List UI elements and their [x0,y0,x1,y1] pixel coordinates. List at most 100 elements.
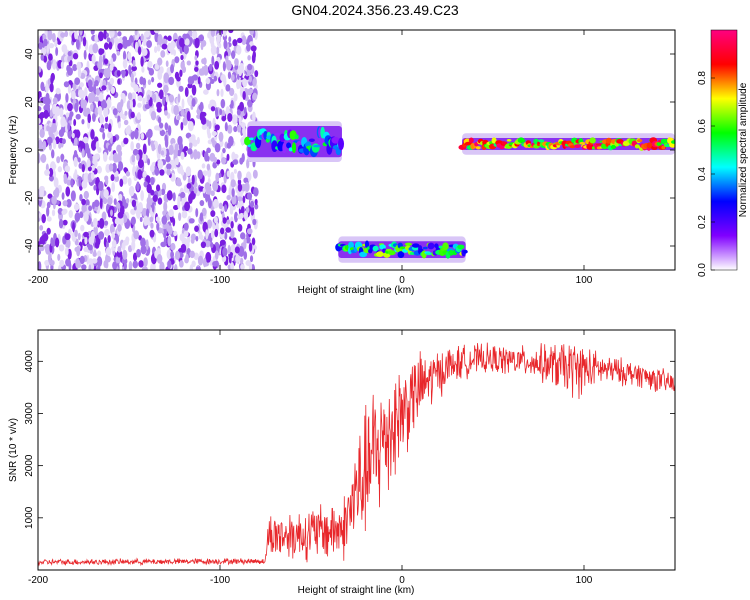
spectrogram-noise-cell [242,90,246,100]
spectrogram-noise-cell [226,170,231,178]
spectrogram-noise-cell [130,131,135,140]
spectrogram-noise-cell [206,219,213,229]
spectrogram-noise-cell [251,53,256,64]
spectrogram-x-tick-label: 100 [576,275,593,286]
spectrogram-noise-cell [213,216,218,224]
spectrogram-noise-cell [221,184,227,194]
spectrogram-noise-cell [233,168,237,174]
spectrogram-noise-cell [140,56,144,67]
spectrogram-noise-cell [150,110,157,121]
spectrogram-noise-cell [149,164,155,173]
spectrogram-noise-cell [117,246,122,253]
spectrogram-noise-cell [49,82,54,93]
spectrogram-noise-cell [243,210,249,221]
spectrogram-noise-cell [63,176,68,184]
spectrogram-noise-cell [227,124,233,134]
snr-y-label: SNR (10 * v/v) [8,418,19,482]
spectrogram-noise-cell [52,139,57,150]
spectrogram-noise-cell [168,209,174,218]
spectrogram-noise-cell [114,38,118,49]
spectrogram-noise-cell [186,60,192,66]
spectrogram-noise-cell [240,122,246,129]
spectrogram-noise-cell [41,213,46,224]
spectrogram-noise-cell [145,131,150,138]
snr-y-tick-label: 3000 [24,402,35,425]
spectrogram-noise-cell [223,39,228,50]
spectrogram-noise-cell [101,85,107,91]
spectrogram-noise-cell [247,55,251,61]
spectrogram-noise-cell [238,68,243,77]
spectrogram-noise-cell [110,209,113,217]
spectrogram-noise-cell [158,89,164,100]
spectrogram-noise-cell [103,30,108,40]
spectrogram-noise-cell [165,60,169,67]
spectrogram-noise-cell [135,208,141,219]
spectrogram-noise-cell [136,112,142,120]
spectrogram-noise-cell [117,43,123,50]
spectrogram-noise-cell [49,259,55,266]
spectrogram-noise-cell [246,158,250,169]
spectrogram-noise-cell [141,66,145,73]
spectrogram-noise-cell [46,227,51,235]
spectrogram-noise-cell [142,77,147,86]
spectrogram-noise-cell [147,158,151,166]
spectrogram-noise-cell [74,102,79,113]
spectrogram-noise-cell [67,55,71,63]
spectrogram-noise-cell [166,223,170,232]
spectrogram-noise-cell [120,92,125,99]
spectrogram-noise-cell [210,242,214,249]
spectrogram-noise-cell [61,44,68,53]
spectrogram-noise-cell [187,96,193,105]
spectrogram-noise-cell [115,255,121,265]
spectrogram-noise-cell [147,94,151,101]
spectrogram-noise-cell [240,205,245,214]
spectrogram-noise-cell [155,216,160,222]
spectrogram-noise-cell [139,216,143,223]
spectrogram-noise-cell [95,141,100,150]
spectrogram-signal-cell [404,242,413,246]
spectrogram-x-tick-label: -100 [210,275,230,286]
spectrogram-noise-cell [220,88,224,98]
spectrogram-noise-cell [99,198,103,210]
spectrogram-noise-cell [158,122,164,129]
spectrogram-noise-cell [44,244,51,250]
spectrogram-signal-cell [294,134,299,140]
spectrogram-noise-cell [106,37,111,43]
spectrogram-noise-cell [128,260,133,270]
spectrogram-noise-cell [225,60,232,71]
spectrogram-noise-cell [75,113,81,120]
spectrogram-noise-cell [64,165,71,173]
spectrogram-noise-cell [82,99,88,108]
spectrogram-noise-cell [67,50,72,57]
spectrogram-noise-cell [93,265,97,270]
spectrogram-noise-cell [239,232,246,240]
spectrogram-signal-cell [376,251,384,257]
spectrogram-noise-cell [91,258,98,264]
spectrogram-noise-cell [111,231,115,240]
spectrogram-noise-cell [65,186,71,197]
spectrogram-noise-cell [250,206,255,216]
spectrogram-noise-cell [159,261,165,270]
spectrogram-noise-cell [220,73,226,83]
spectrogram-noise-cell [187,76,193,85]
spectrogram-noise-cell [46,216,52,222]
spectrogram-noise-cell [109,223,115,235]
spectrogram-noise-cell [122,239,129,246]
spectrogram-noise-cell [184,87,189,98]
spectrogram-noise-cell [224,204,227,211]
spectrogram-noise-cell [166,168,171,176]
spectrogram-noise-cell [232,114,238,125]
spectrogram-noise-cell [143,215,149,226]
spectrogram-signal-cell [442,242,449,251]
spectrogram-signal-cell [397,251,405,259]
spectrogram-noise-cell [240,263,245,270]
spectrogram-noise-cell [129,99,134,110]
snr-y-tick-label: 2000 [24,454,35,477]
spectrogram-noise-cell [84,86,88,98]
spectrogram-noise-cell [102,197,108,205]
spectrogram-noise-cell [167,125,172,136]
spectrogram-noise-cell [73,119,77,127]
spectrogram-signal-cell [427,242,435,250]
spectrogram-noise-cell [136,248,141,258]
spectrogram-noise-cell [177,115,181,121]
